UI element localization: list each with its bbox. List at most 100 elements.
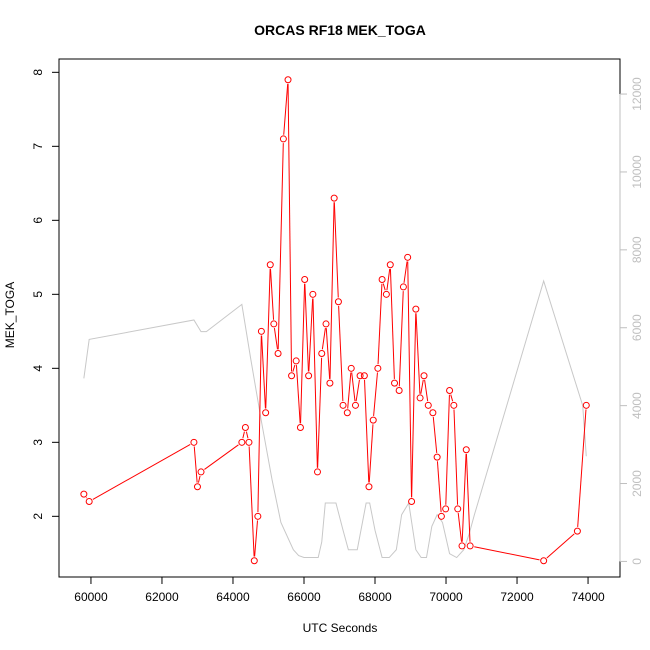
- data-point: [416, 394, 424, 402]
- mek-toga-series-segment: [457, 513, 463, 542]
- mek-toga-series-segment: [277, 143, 284, 350]
- y-axis-label: MEK_TOGA: [3, 282, 17, 348]
- x-tick-label: 72000: [500, 590, 534, 604]
- chart-title: ORCAS RF18 MEK_TOGA: [254, 22, 426, 38]
- data-point: [462, 446, 470, 454]
- data-point: [399, 283, 407, 291]
- y-tick-label: 8: [31, 69, 45, 76]
- mek-toga-series-segment: [415, 313, 421, 394]
- mek-toga-series-segment: [329, 202, 335, 379]
- data-point: [322, 320, 330, 328]
- x-tick-label: 60000: [74, 590, 108, 604]
- mek-toga-series-segment: [265, 268, 271, 409]
- data-point: [420, 372, 428, 380]
- mek-toga-series-segment: [465, 453, 471, 542]
- series-layer: [80, 76, 590, 565]
- data-point: [369, 416, 377, 424]
- data-point: [292, 357, 300, 365]
- mek-toga-series-segment: [312, 298, 318, 468]
- mek-toga-series-segment: [432, 416, 438, 453]
- x-tick-label: 66000: [287, 590, 321, 604]
- mek-toga-series-segment: [445, 394, 450, 505]
- x-tick-label: 62000: [145, 590, 179, 604]
- x-tick-label: 74000: [571, 590, 605, 604]
- data-point: [408, 498, 416, 506]
- y2-tick-label: 12000: [630, 77, 644, 111]
- data-point: [190, 438, 198, 446]
- data-point: [305, 372, 313, 380]
- data-point: [573, 527, 581, 535]
- data-point: [274, 350, 282, 358]
- mek-toga-series-segment: [461, 453, 467, 542]
- y-tick-label: 6: [31, 217, 45, 224]
- data-point: [257, 327, 265, 335]
- x-tick-label: 64000: [216, 590, 250, 604]
- mek-toga-series-segment: [338, 305, 344, 402]
- mek-toga-series-segment: [248, 446, 255, 557]
- mek-toga-series-segment: [386, 268, 391, 291]
- mek-toga-series-segment: [368, 424, 374, 483]
- mek-toga-series-segment: [403, 261, 408, 283]
- data-point: [412, 305, 420, 313]
- mek-toga-series-segment: [450, 394, 454, 402]
- mek-toga-series-segment: [389, 268, 395, 379]
- y2-tick-label: 0: [630, 558, 644, 565]
- data-point: [284, 76, 292, 84]
- mek-toga-series-segment: [411, 313, 417, 498]
- mek-toga-series-segment: [242, 431, 245, 439]
- mek-toga-series-segment: [257, 335, 262, 513]
- y2-tick-label: 4000: [630, 392, 644, 419]
- data-point: [270, 320, 278, 328]
- data-point: [250, 557, 258, 565]
- data-point: [360, 372, 368, 380]
- data-point: [85, 498, 93, 506]
- mek-toga-series-segment: [364, 379, 370, 483]
- data-point: [386, 261, 394, 269]
- data-point: [395, 387, 403, 395]
- mek-toga-series-segment: [424, 379, 429, 402]
- x-tick-label: 68000: [358, 590, 392, 604]
- data-point: [301, 276, 309, 284]
- data-point: [288, 372, 296, 380]
- data-point: [326, 379, 334, 387]
- data-point: [433, 453, 441, 461]
- mek-toga-series-segment: [261, 335, 266, 409]
- data-point: [193, 483, 201, 491]
- mek-toga-series-segment: [333, 202, 339, 298]
- data-point: [279, 135, 287, 143]
- y2-tick-label: 10000: [630, 155, 644, 189]
- mek-toga-series-segment: [351, 372, 356, 402]
- mek-toga-series-segment: [407, 261, 413, 498]
- mek-toga-series-segment: [325, 328, 331, 379]
- data-point: [466, 542, 474, 550]
- data-point: [80, 490, 88, 498]
- y-tick-label: 2: [31, 513, 45, 520]
- mek-toga-series-segment: [254, 520, 258, 557]
- data-point: [429, 409, 437, 417]
- mek-toga-series-segment: [270, 268, 275, 320]
- mek-toga-series-segment: [373, 372, 378, 416]
- data-point: [391, 379, 399, 387]
- data-point: [458, 542, 466, 550]
- mek-toga-series-segment: [273, 328, 278, 350]
- mek-toga-series-segment: [453, 409, 459, 505]
- mek-toga-series-segment: [197, 475, 201, 483]
- mek-toga-series-segment: [283, 83, 289, 135]
- data-point: [404, 253, 412, 261]
- mek-toga-series-segment: [92, 443, 191, 500]
- mek-toga-series-segment: [308, 298, 314, 372]
- data-point: [347, 364, 355, 372]
- data-point: [313, 468, 321, 476]
- mek-toga-series-segment: [420, 379, 424, 394]
- mek-toga-series-segment: [436, 461, 442, 513]
- data-point: [339, 401, 347, 409]
- mek-toga-series-segment: [304, 283, 309, 372]
- mek-toga-series-segment: [204, 444, 239, 470]
- data-point: [437, 512, 445, 520]
- data-point: [266, 261, 274, 269]
- y-tick-label: 3: [31, 439, 45, 446]
- data-point: [446, 387, 454, 395]
- mek-toga-series-segment: [300, 283, 306, 424]
- mek-toga-series-segment: [474, 546, 540, 561]
